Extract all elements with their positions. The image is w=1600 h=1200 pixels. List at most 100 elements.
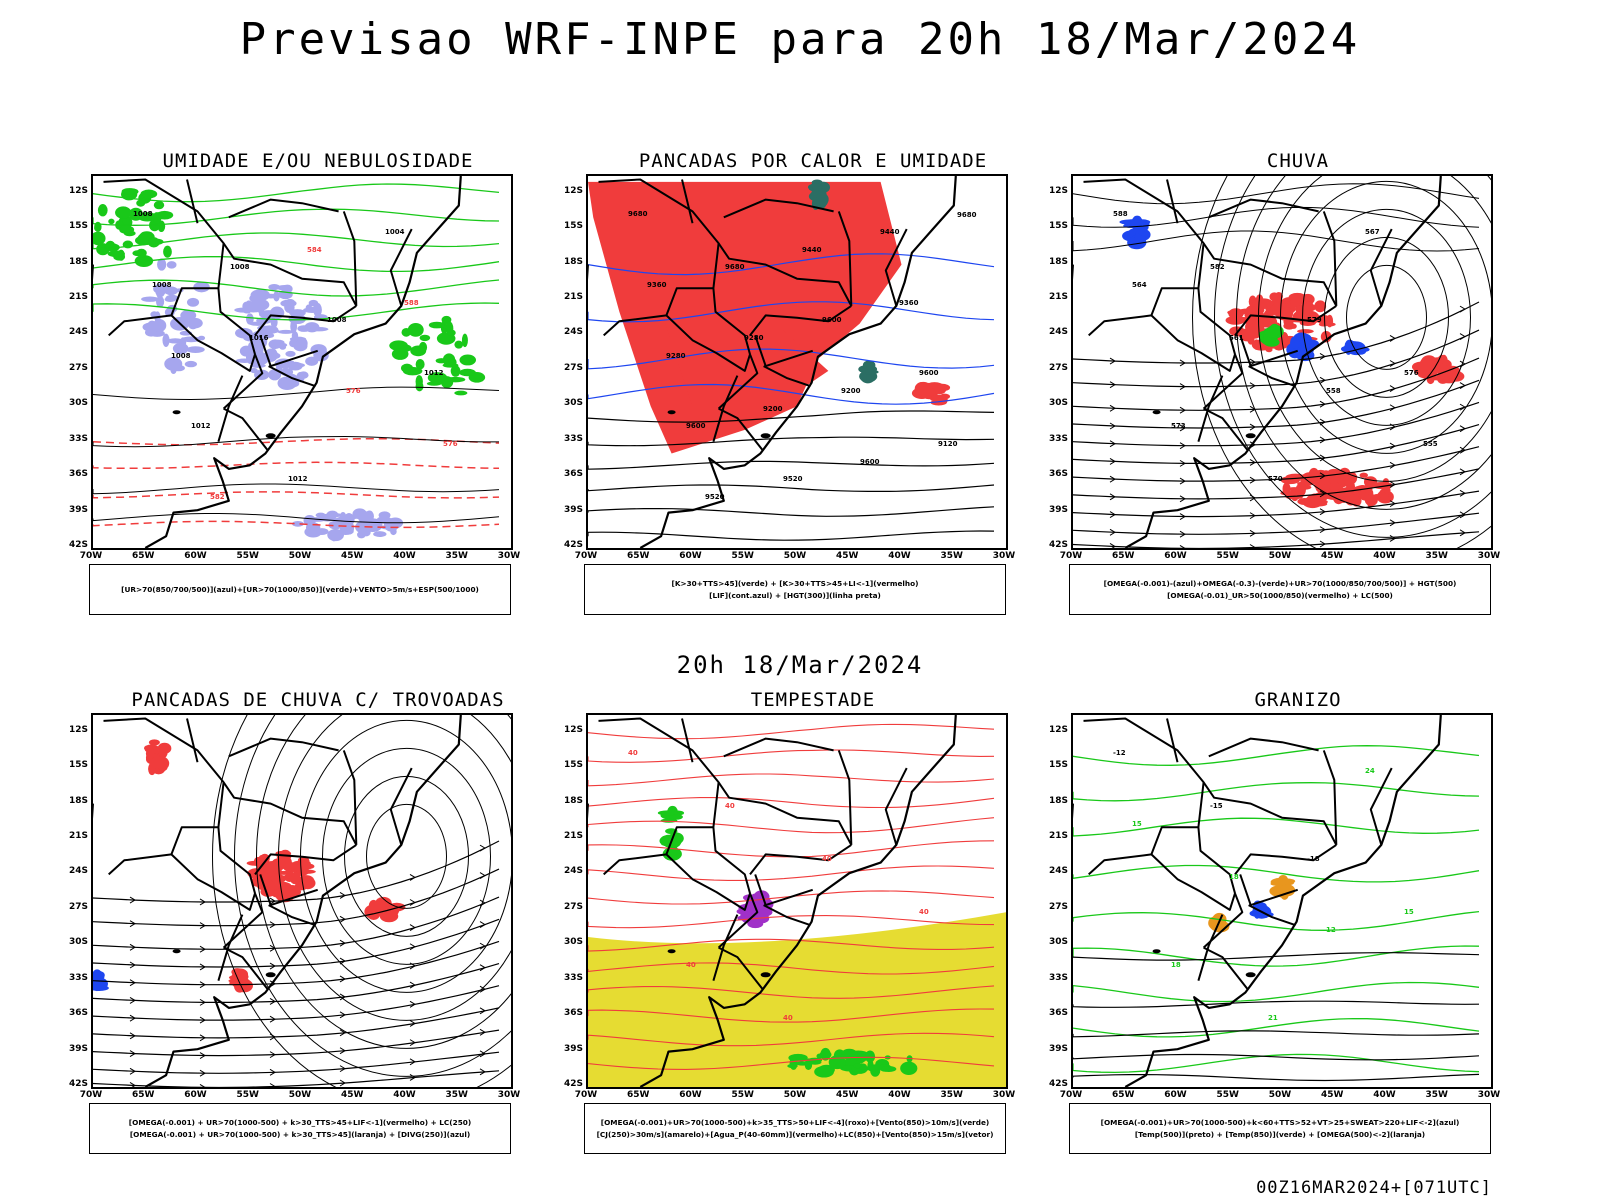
latitude-tick-label: 21S: [1048, 831, 1068, 841]
longitude-tick-label: 45W: [1321, 551, 1344, 561]
panel-legend: [OMEGA(-0.001) + UR>70(1000-500) + k>30_…: [89, 1103, 511, 1154]
latitude-tick-label: 12S: [68, 724, 88, 735]
contour-value-label: 1012: [424, 369, 444, 377]
map-plot-area: [91, 713, 513, 1089]
latitude-tick-label: 18S: [68, 795, 88, 806]
legend-line: [CJ(250)>30m/s](amarelo)+[Agua_P(40-60mm…: [596, 1129, 994, 1139]
contour-value-label: 1008: [133, 210, 153, 218]
longitude-tick-label: 30W: [1477, 551, 1501, 561]
latitude-tick-label: 30S: [1048, 937, 1068, 948]
legend-line: [OMEGA(-0.001)+UR>70(1000-500)+k>35_TTS>…: [600, 1117, 990, 1127]
contour-value-label: 576: [1404, 369, 1419, 377]
contour-value-label: 1004: [385, 228, 405, 236]
longitude-tick-label: 70W: [574, 551, 598, 561]
contour-value-label: 9680: [725, 263, 745, 271]
contour-value-label: 18: [1171, 961, 1181, 969]
run-info-footer: 00Z16MAR2024+[071UTC]: [1256, 1178, 1492, 1198]
latitude-tick-label: 27S: [68, 362, 88, 373]
contour-value-label: 584: [307, 246, 322, 254]
latitude-tick-label: 15S: [68, 760, 88, 771]
longitude-tick-label: 70W: [79, 551, 103, 561]
latitude-tick-label: 15S: [563, 221, 583, 232]
longitude-tick-label: 55W: [236, 551, 259, 561]
contour-value-label: -18: [1307, 855, 1320, 863]
latitude-tick-label: 36S: [68, 469, 88, 480]
longitude-tick-label: 35W: [445, 1090, 468, 1100]
longitude-tick-label: 55W: [1216, 1090, 1239, 1100]
contour-value-label: 9440: [802, 246, 822, 254]
contour-value-label: 576: [346, 387, 361, 395]
contour-value-label: 582: [210, 493, 225, 501]
map-plot-area: 588 582 579 576 573 570 567 564 561 558 555: [1071, 174, 1493, 550]
map-svg: [93, 715, 511, 1087]
latitude-tick-label: 12S: [563, 185, 583, 196]
contour-value-label: 570: [1268, 475, 1283, 483]
latitude-tick-label: 42S: [68, 540, 88, 550]
longitude-tick-label: 35W: [445, 551, 468, 561]
latitude-tick-label: 27S: [563, 901, 583, 912]
contour-value-label: -12: [1113, 749, 1126, 757]
map-panel: PANCADAS DE CHUVA C/ TROVOADAS 12S 15S 18S 2…: [68, 689, 568, 1167]
latitude-tick-label: 18S: [563, 256, 583, 267]
latitude-tick-label: 33S: [68, 433, 88, 444]
contour-value-label: 558: [1326, 387, 1341, 395]
longitude-tick-label: 50W: [1268, 1090, 1292, 1100]
longitude-tick-label: 40W: [888, 551, 911, 561]
longitude-tick-label: 45W: [836, 1090, 859, 1100]
longitude-tick-label: 45W: [341, 551, 364, 561]
map-plot-area: 1008 1008 1008 1012 1012 1012 1004 1008 1016 576 5…: [91, 174, 513, 550]
longitude-tick-label: 35W: [1425, 551, 1448, 561]
latitude-tick-label: 39S: [68, 504, 88, 515]
contour-value-label: 40: [686, 961, 696, 969]
latitude-tick-label: 30S: [1048, 398, 1068, 409]
contour-value-label: 561: [1229, 334, 1244, 342]
page-title: Previsao WRF-INPE para 20h 18/Mar/2024: [239, 14, 1361, 65]
contour-value-label: 567: [1365, 228, 1380, 236]
contour-value-label: -15: [1210, 802, 1223, 810]
latitude-tick-label: 42S: [563, 1079, 583, 1089]
legend-line: [OMEGA(-0.001) + UR>70(1000-500) + k>30_…: [129, 1129, 471, 1139]
contour-value-label: 9680: [628, 210, 648, 218]
longitude-tick-label: 70W: [79, 1090, 103, 1100]
latitude-tick-label: 39S: [563, 1043, 583, 1054]
latitude-tick-label: 18S: [563, 795, 583, 806]
longitude-tick-label: 40W: [393, 1090, 416, 1100]
map-panel: GRANIZO 12S 15S 18S 21S 24S 27S 30S 33S 36S 39S 42S…: [1048, 689, 1548, 1167]
map-svg: 1008 1008 1008 1012 1012 1012 1004 1008 1016 576 5…: [93, 176, 500, 548]
contour-value-label: 40: [628, 749, 638, 757]
contour-value-label: 582: [1210, 263, 1225, 271]
latitude-tick-label: 33S: [68, 972, 88, 983]
latitude-tick-label: 24S: [1048, 866, 1068, 877]
contour-value-label: 9520: [783, 475, 803, 483]
contour-value-label: 564: [1132, 281, 1147, 289]
panel-legend: [UR>70(850/700/500)](azul)+[UR>70(1000/8…: [89, 564, 511, 615]
legend-line: [Temp(500)](preto) + [Temp(850)](verde) …: [1134, 1129, 1426, 1139]
legend-line: [OMEGA(-0.01)_UR>50(1000/850)(vermelho) …: [1167, 590, 1393, 600]
longitude-tick-label: 65W: [627, 551, 650, 561]
latitude-tick-label: 21S: [563, 292, 583, 302]
longitude-tick-label: 65W: [627, 1090, 650, 1100]
longitude-tick-label: 40W: [1373, 551, 1396, 561]
latitude-tick-label: 39S: [1048, 1043, 1068, 1054]
panel-legend: [K>30+TTS>45](verde) + [K>30+TTS>45+LI<-…: [584, 564, 1006, 615]
latitude-tick-label: 24S: [68, 866, 88, 877]
latitude-tick-label: 30S: [68, 937, 88, 948]
latitude-tick-label: 30S: [68, 398, 88, 409]
contour-value-label: 40: [783, 1014, 793, 1022]
latitude-tick-label: 21S: [68, 831, 88, 841]
longitude-tick-label: 30W: [1477, 1090, 1501, 1100]
panel-legend: [OMEGA(-0.001)+UR>70(1000-500)+k<60+TTS>…: [1069, 1103, 1491, 1154]
latitude-tick-label: 12S: [1048, 724, 1068, 735]
legend-line: [OMEGA(-0.001)-(azul)+OMEGA(-0.3)-(verde…: [1103, 578, 1457, 588]
panel-title: TEMPESTADE: [750, 689, 876, 711]
map-plot-area: 40 40 40 40 40 40: [586, 713, 1008, 1089]
latitude-tick-label: 15S: [1048, 760, 1068, 771]
latitude-tick-label: 36S: [563, 469, 583, 480]
contour-value-label: 588: [404, 299, 419, 307]
longitude-tick-label: 55W: [1216, 551, 1239, 561]
panel-title: GRANIZO: [1254, 689, 1342, 711]
forecast-time-subtitle: 20h 18/Mar/2024: [676, 651, 924, 679]
latitude-tick-label: 24S: [1048, 327, 1068, 338]
longitude-tick-label: 65W: [1112, 1090, 1135, 1100]
contour-value-label: 24: [1365, 767, 1375, 775]
